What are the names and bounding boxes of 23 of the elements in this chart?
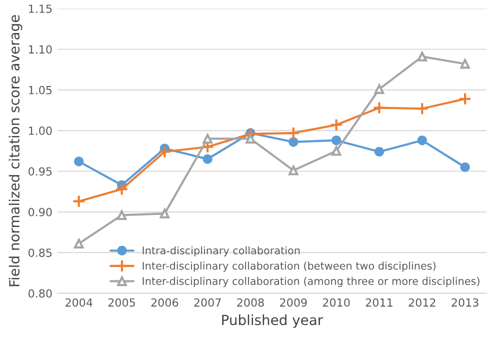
x-tick-label: 2005: [108, 298, 135, 307]
y-tick-label: 0.90: [28, 208, 52, 216]
x-tick-label: 2010: [323, 298, 350, 307]
y-tick-label: 0.85: [28, 248, 52, 257]
y-tick-label: 0.80: [28, 289, 52, 298]
x-tick-label: 2012: [408, 298, 436, 307]
x-tick-label: 2009: [280, 298, 307, 307]
legend-label: Inter-disciplinary collaboration (among three or more disciplines): [142, 276, 480, 288]
legend-label: Inter-disciplinary collaboration (between two disciplines): [142, 262, 436, 272]
legend-label: Intra-disciplinary collaboration: [142, 246, 300, 256]
x-tick-label: 2004: [66, 298, 92, 307]
x-tick-label: 2006: [151, 298, 178, 307]
x-tick-label: 2013: [452, 298, 478, 307]
x-tick-label: 2008: [237, 298, 264, 307]
y-tick-label: 1.00: [29, 126, 52, 135]
y-tick-label: 1.15: [29, 4, 52, 13]
x-axis-title: Published year: [222, 314, 324, 328]
x-tick-label: 2011: [366, 298, 392, 307]
y-tick-label: 0.95: [28, 167, 52, 176]
x-tick-label: 2007: [194, 298, 221, 307]
y-tick-label: 1.10: [29, 45, 52, 54]
y-tick-label: 1.05: [29, 86, 52, 94]
y-axis-title: Field normalized citation score average: [8, 15, 22, 286]
